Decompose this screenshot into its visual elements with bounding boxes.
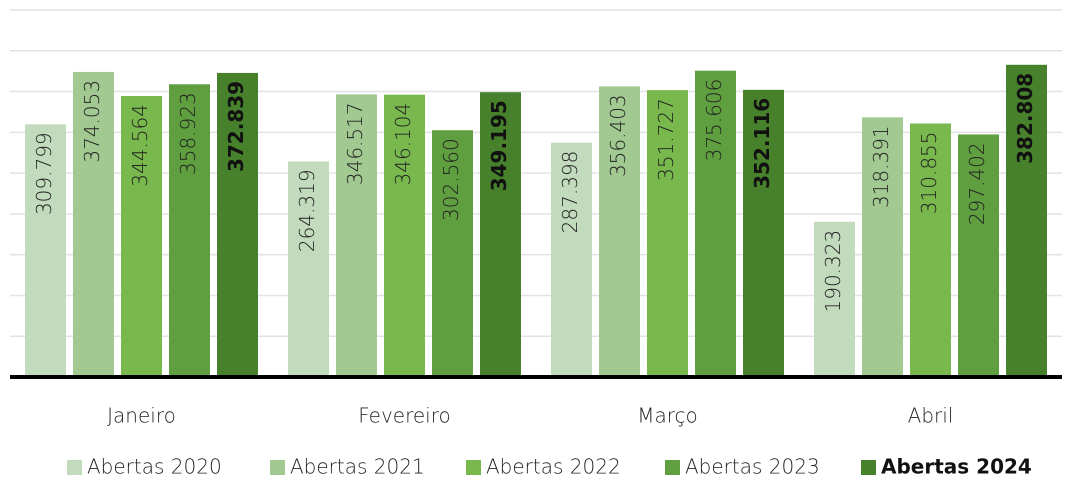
data-label: 374.053 — [80, 80, 104, 163]
bar — [169, 84, 210, 377]
bar — [599, 86, 640, 377]
data-label: 344.564 — [128, 104, 152, 187]
bar — [910, 123, 951, 378]
legend-label: Abertas 2021 — [290, 455, 425, 479]
bar — [814, 221, 855, 377]
data-label: 309.799 — [32, 132, 56, 215]
data-label: 287.398 — [558, 151, 582, 234]
bar — [336, 94, 377, 378]
bar — [480, 92, 521, 378]
bar — [695, 70, 736, 378]
bar — [1006, 64, 1047, 378]
bar — [25, 124, 66, 377]
legend-swatch — [270, 460, 285, 475]
data-label: 346.517 — [343, 102, 367, 185]
x-tick-label: Janeiro — [107, 404, 176, 428]
data-label: 358.923 — [176, 92, 200, 175]
bar — [647, 90, 688, 377]
bar — [384, 94, 425, 377]
bar — [551, 142, 592, 377]
x-tick-label: Março — [637, 404, 698, 428]
bar — [862, 117, 903, 378]
data-label: 349.195 — [487, 100, 511, 191]
bar — [958, 134, 999, 377]
bar — [288, 161, 329, 377]
data-label: 346.104 — [391, 103, 415, 186]
legend-label: Abertas 2024 — [881, 455, 1032, 479]
x-tick-label: Abril — [908, 404, 954, 428]
legend-label: Abertas 2023 — [685, 455, 820, 479]
bar — [743, 89, 784, 378]
data-label: 318.391 — [869, 125, 893, 208]
bar — [432, 130, 473, 377]
data-label: 297.402 — [965, 142, 989, 225]
x-tick-label: Fevereiro — [358, 404, 451, 428]
data-label: 356.403 — [606, 94, 630, 177]
legend-label: Abertas 2020 — [87, 455, 222, 479]
data-label: 375.606 — [702, 79, 726, 162]
data-label: 372.839 — [224, 81, 248, 172]
data-label: 382.808 — [1013, 73, 1037, 164]
data-label: 351.727 — [654, 98, 678, 181]
legend-swatch — [665, 460, 680, 475]
data-label: 302.560 — [439, 138, 463, 221]
data-label: 352.116 — [750, 98, 774, 189]
legend-label: Abertas 2022 — [486, 455, 621, 479]
data-label: 190.323 — [821, 230, 845, 313]
data-label: 264.319 — [295, 169, 319, 252]
legend-swatch — [861, 460, 876, 475]
bar — [121, 95, 162, 377]
legend-swatch — [67, 460, 82, 475]
data-label: 310.855 — [917, 131, 941, 214]
bar — [217, 72, 258, 378]
legend-swatch — [466, 460, 481, 475]
bar — [73, 71, 114, 377]
